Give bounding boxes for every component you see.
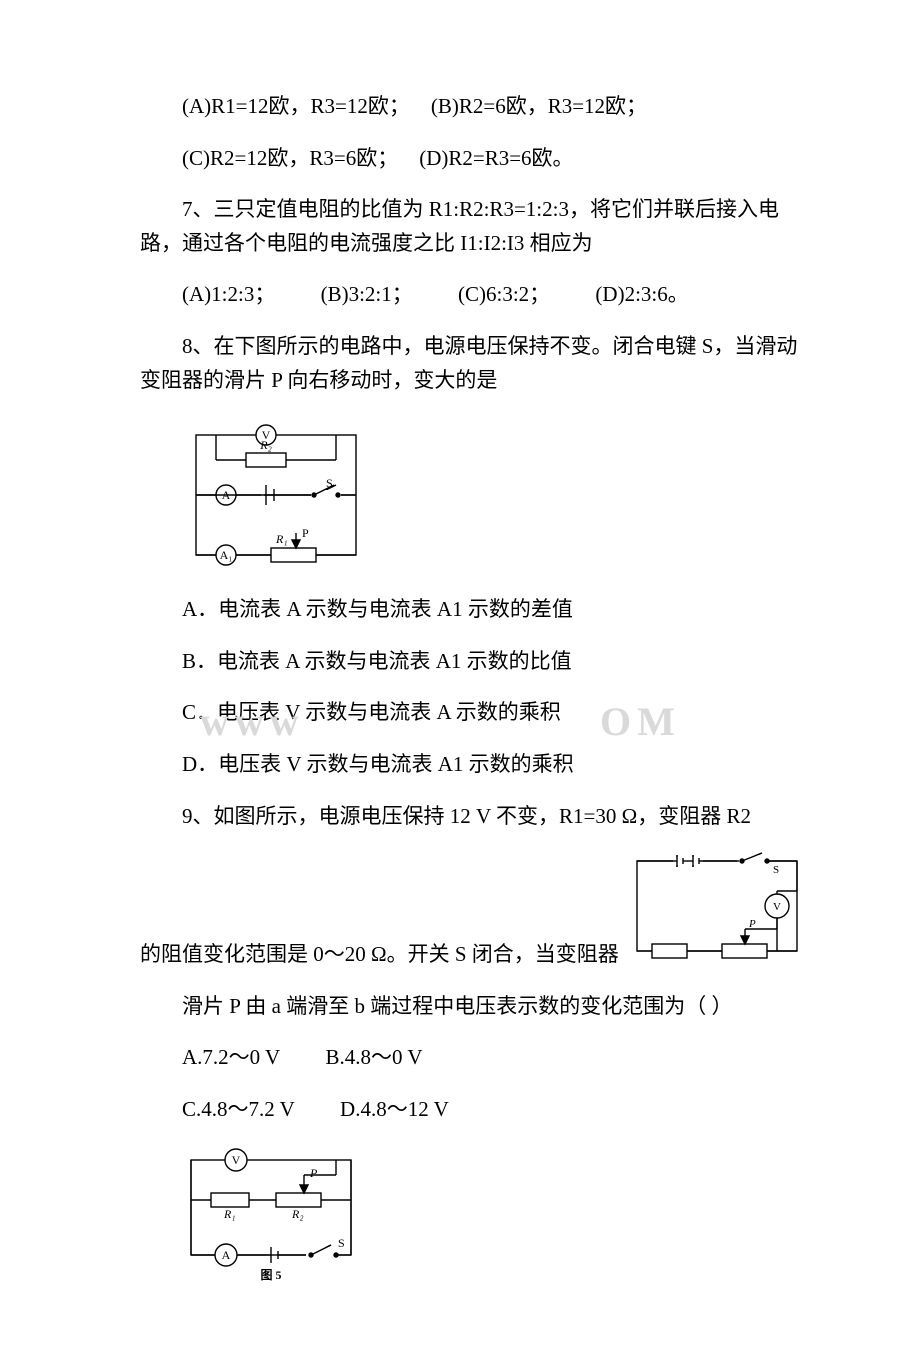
q10-label-P: P [309,1166,318,1180]
q10-label-R1: R₁ [223,1207,236,1221]
q9-label-a: a [717,960,723,961]
q6-opt-b: (B)R2=6欧，R3=12欧； [431,94,647,118]
q8-label-P: P [302,526,309,540]
page: (A)R1=12欧，R3=12欧； (B)R2=6欧，R3=12欧； (C)R2… [0,0,920,1363]
q8-stem: 8、在下图所示的电路中，电源电压保持不变。闭合电键 S，当滑动变阻器的滑片 P … [140,330,800,397]
q8-opt-c: C．电压表 V 示数与电流表 A 示数的乘积 [140,696,800,730]
q9-stem-b-row: 的阻值变化范围是 0～20 Ω。开关 S 闭合，当变阻器 [140,851,800,972]
q6-opt-d: (D)R2=R3=6欧。 [419,146,573,170]
q8-label-S: S [326,476,333,490]
q9-label-R2: R₂ [736,960,748,961]
q9-opt-d: D.4.8～12 V [340,1097,449,1121]
q9-opt-c: C.4.8～7.2 V [182,1097,295,1121]
q9-label-P: P [748,918,756,930]
q8-label-R1: R₁ [275,532,288,546]
q10-label-R2: R₂ [291,1207,304,1221]
q9-circuit: S V P R₁ a R₂ b [627,851,807,972]
q10-caption: 图 5 [260,1268,281,1282]
q9-opt-b: B.4.8～0 V [325,1045,422,1069]
q9-options-row2: C.4.8～7.2 V D.4.8～12 V [140,1093,800,1127]
q8-opt-a: A．电流表 A 示数与电流表 A1 示数的差值 [140,593,800,627]
q9-label-S: S [773,864,779,876]
q6-options-row1: (A)R1=12欧，R3=12欧； (B)R2=6欧，R3=12欧； [140,90,800,124]
q7-opt-c: (C)6:3:2； [458,282,550,306]
q10-label-S: S [338,1236,345,1250]
q8-label-R2: R₂ [259,438,272,452]
q7-opt-a: (A)1:2:3； [182,282,275,306]
q6-opt-c: (C)R2=12欧，R3=6欧； [182,146,398,170]
q6-opt-a: (A)R1=12欧，R3=12欧； [182,94,410,118]
q10-circuit-svg: V P R₁ R₂ A S 图 5 [176,1145,366,1285]
q9-options-row1: A.7.2～0 V B.4.8～0 V [140,1041,800,1075]
q7-options: (A)1:2:3； (B)3:2:1； (C)6:3:2； (D)2:3:6。 [140,278,800,312]
q7-opt-d: (D)2:3:6。 [595,282,688,306]
q6-options-row2: (C)R2=12欧，R3=6欧； (D)R2=R3=6欧。 [140,142,800,176]
q10-circuit: V P R₁ R₂ A S 图 5 [176,1145,800,1285]
q8-circuit: V R₂ A S A₁ R₁ P [176,415,800,575]
q9-stem-a: 9、如图所示，电源电压保持 12 V 不变，R1=30 Ω，变阻器 R2 [140,800,800,834]
q9-stem-b: 的阻值变化范围是 0～20 Ω。开关 S 闭合，当变阻器 [140,938,619,972]
q9-opt-a: A.7.2～0 V [182,1045,280,1069]
q8-label-A1: A₁ [220,548,233,562]
q10-label-V: V [232,1153,241,1167]
q7-opt-b: (B)3:2:1； [321,282,413,306]
q9-stem-c: 滑片 P 由 a 端滑至 b 端过程中电压表示数的变化范围为（ ） [140,990,800,1024]
q8-circuit-svg: V R₂ A S A₁ R₁ P [176,415,376,575]
q9-label-b: b [767,960,773,961]
q7-stem: 7、三只定值电阻的比值为 R1:R2:R3=1:2:3，将它们并联后接入电路，通… [140,193,800,260]
q8-label-A: A [222,488,231,502]
q9-label-V: V [773,901,781,913]
q10-label-A: A [222,1248,231,1262]
q8-opt-b: B．电流表 A 示数与电流表 A1 示数的比值 [140,645,800,679]
q9-circuit-svg: S V P R₁ a R₂ b [627,851,807,961]
q9-label-R1: R₁ [662,960,674,961]
q8-opt-d: D．电压表 V 示数与电流表 A1 示数的乘积 [140,748,800,782]
